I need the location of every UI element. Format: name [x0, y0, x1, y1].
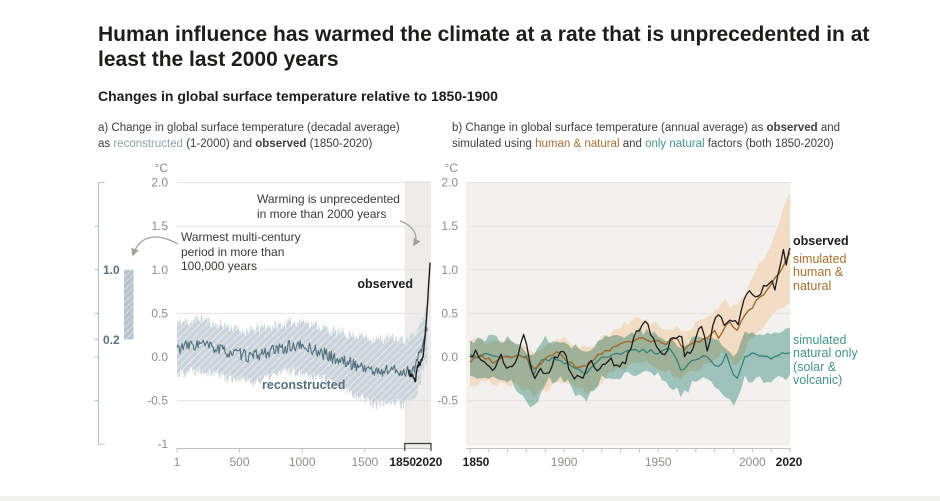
x-tick-label: 1 — [174, 455, 181, 469]
x-tick-label: 1850 — [389, 455, 416, 469]
x-tick-label: 2020 — [776, 455, 803, 469]
observed-period-bracket — [404, 442, 432, 451]
reconstructed-line — [176, 327, 429, 377]
y-tick-label: 0.5 — [151, 306, 168, 320]
legend-natural-only: simulated natural only (solar & volcanic… — [793, 333, 858, 387]
bottom-edge-strip — [0, 496, 940, 501]
observed-line-b — [469, 247, 791, 380]
figure-title: Human influence has warmed the climate a… — [98, 23, 870, 72]
observed-line-a — [408, 262, 431, 383]
observed-keyword-b: observed — [766, 122, 818, 134]
figure-subtitle: Changes in global surface temperature re… — [98, 88, 498, 104]
observed-series-label-a: observed — [357, 277, 413, 291]
x-tick-label: 1500 — [351, 455, 378, 469]
x-tick-label: 500 — [230, 455, 250, 469]
panel-a-caption: a) Change in global surface temperature … — [98, 122, 400, 150]
x-tick-label: 2020 — [416, 455, 443, 469]
panel-a-chart: 2.01.51.00.50.0-0.5-1°C1 500 1000 1500 1850 2… — [94, 161, 443, 469]
legend-observed: observed — [793, 234, 849, 248]
observed-keyword: observed — [255, 137, 307, 150]
warmest-annotation-arrow — [131, 236, 179, 257]
y-tick-label: -1 — [157, 437, 168, 451]
side-scale-top-label: 1.0 — [103, 263, 120, 277]
panel-b-caption: b) Change in global surface temperature … — [452, 122, 841, 150]
side-scale-bottom-label: 0.2 — [103, 333, 120, 347]
y-tick-label: 0.5 — [441, 306, 458, 320]
human-natural-keyword: human & natural — [535, 137, 620, 150]
panel-a-caption-line1: a) Change in global surface temperature … — [98, 122, 400, 134]
x-tick-label: 1850 — [463, 455, 490, 469]
y-axis-unit: °C — [155, 161, 169, 175]
y-tick-label: 0.0 — [151, 350, 168, 364]
warmest-period-range-bar — [124, 269, 134, 340]
panel-b-chart: 2.0 1.5 1.0 0.5 0.0 -0.5 °C 1850 1900 1950 2000 202… — [437, 161, 802, 469]
x-tick-label: 1900 — [551, 455, 578, 469]
y-tick-label: 1.5 — [441, 219, 458, 233]
warming-annotation-arrow — [399, 220, 421, 247]
reconstructed-series-label: reconstructed — [262, 378, 346, 392]
warming-annotation: Warming is unprecedented in more than 20… — [257, 192, 400, 221]
x-tick-label: 1950 — [645, 455, 672, 469]
y-tick-label: 1.5 — [151, 219, 168, 233]
y-tick-label: 1.0 — [441, 263, 458, 277]
y-tick-label: 0.0 — [441, 350, 458, 364]
legend-human-natural: simulated human & natural — [793, 252, 847, 293]
y-axis-unit: °C — [445, 161, 459, 175]
side-scale-axis — [98, 182, 105, 445]
x-tick-label: 2000 — [739, 455, 766, 469]
y-tick-label: -0.5 — [147, 394, 168, 408]
y-tick-label: 2.0 — [441, 176, 458, 190]
natural-only-band — [470, 327, 790, 408]
only-natural-keyword: only natural — [645, 137, 705, 150]
y-tick-label: 2.0 — [151, 176, 168, 190]
human-natural-line — [469, 252, 791, 370]
warmest-annotation: Warmest multi-century period in more tha… — [181, 230, 301, 274]
reconstructed-uncertainty-band — [177, 304, 428, 411]
reconstructed-keyword: reconstructed — [113, 137, 184, 150]
x-tick-label: 1000 — [289, 455, 316, 469]
y-tick-label: -0.5 — [437, 394, 458, 408]
y-tick-label: 1.0 — [151, 263, 168, 277]
